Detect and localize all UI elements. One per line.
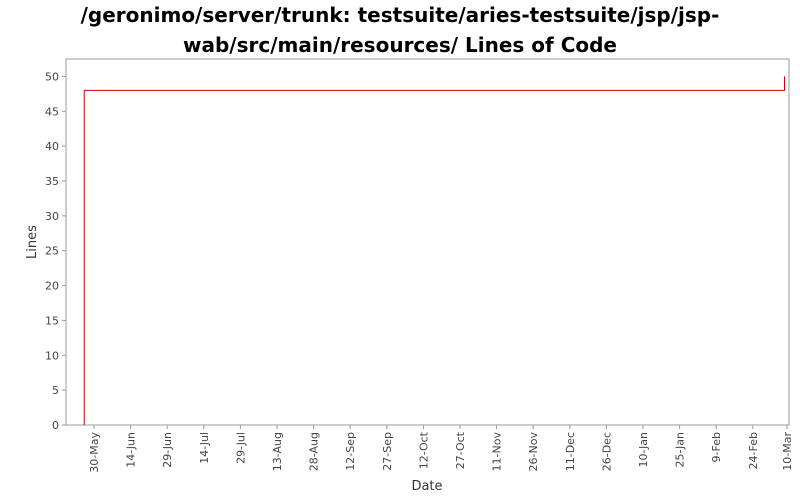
y-tick-label: 0 [52, 419, 59, 432]
y-axis: 0 5 10 15 20 25 30 35 40 45 50 [45, 70, 66, 432]
x-tick-label: 14-Jun [125, 432, 138, 468]
y-axis-label: Lines [25, 225, 40, 259]
x-tick-label: 25-Jan [674, 432, 687, 468]
x-tick-label: 28-Aug [308, 432, 321, 471]
x-tick-label: 24-Feb [747, 432, 760, 469]
x-tick-label: 12-Sep [344, 432, 357, 471]
x-tick-label: 12-Oct [417, 431, 430, 469]
y-tick-label: 10 [45, 349, 59, 362]
x-tick-label: 10-Jan [637, 432, 650, 468]
chart-title-line-2: wab/src/main/resources/ Lines of Code [183, 33, 617, 57]
x-tick-label: 26-Dec [600, 432, 613, 471]
y-tick-label: 5 [52, 384, 59, 397]
series-line-1 [83, 76, 785, 425]
x-tick-label: 14-Jul [198, 432, 211, 464]
y-tick-label: 25 [45, 245, 59, 258]
y-tick-label: 20 [45, 280, 59, 293]
x-tick-label: 26-Nov [527, 432, 540, 472]
x-tick-label: 30-May [88, 432, 101, 473]
chart-title-line-1: /geronimo/server/trunk: testsuite/aries-… [80, 3, 720, 27]
x-axis-label: Date [411, 479, 442, 494]
x-tick-label: 11-Dec [564, 432, 577, 471]
y-tick-label: 15 [45, 314, 59, 327]
x-tick-label: 13-Aug [271, 432, 284, 471]
y-tick-label: 40 [45, 140, 59, 153]
x-tick-label: 29-Jul [234, 432, 247, 464]
series-group [83, 76, 785, 425]
x-tick-label: 9-Feb [710, 432, 723, 462]
chart-title: /geronimo/server/trunk: testsuite/aries-… [0, 0, 800, 60]
y-tick-label: 30 [45, 210, 59, 223]
x-tick-label: 11-Nov [491, 432, 504, 472]
plot-area [65, 58, 790, 426]
x-tick-label: 27-Oct [454, 431, 467, 469]
x-tick-label: 29-Jun [161, 432, 174, 468]
x-axis: 30-May 14-Jun 29-Jun 14-Jul 29-Jul 13-Aug 28-A… [88, 425, 794, 473]
y-tick-label: 45 [45, 105, 59, 118]
y-tick-label: 50 [45, 70, 59, 83]
x-tick-label: 27-Sep [381, 432, 394, 471]
y-tick-label: 35 [45, 175, 59, 188]
x-tick-label: 10-Mar [781, 432, 794, 471]
